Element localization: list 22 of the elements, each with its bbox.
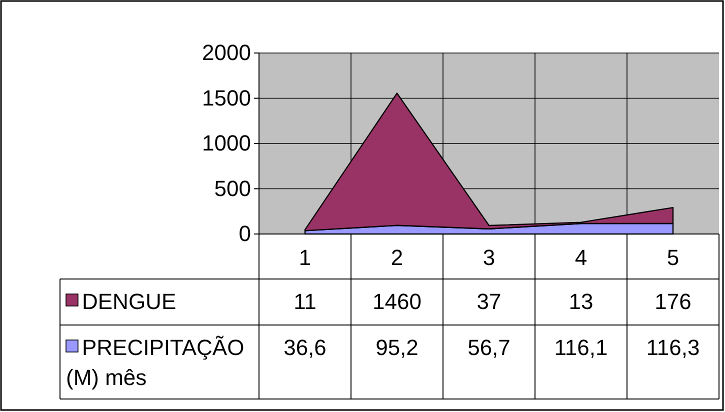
data-label: 1460 bbox=[372, 289, 422, 314]
y-tick-label: 1000 bbox=[202, 130, 251, 156]
data-label: 11 bbox=[294, 289, 316, 314]
data-label: 116,3 bbox=[646, 335, 700, 360]
y-tick-label: 1500 bbox=[202, 85, 251, 110]
data-label: 37 bbox=[476, 289, 502, 314]
y-tick-label: 0 bbox=[238, 221, 251, 246]
data-label: 13 bbox=[568, 289, 594, 314]
y-tick-label: 500 bbox=[214, 176, 251, 201]
legend-label: PRECIPITAÇÃO (M) mês bbox=[66, 335, 244, 390]
legend-label: DENGUE bbox=[82, 289, 176, 314]
x-tick-label: 2 bbox=[390, 245, 404, 270]
data-label: 95,2 bbox=[376, 335, 418, 360]
data-label: 56,7 bbox=[468, 335, 510, 360]
data-label: 36,6 bbox=[284, 335, 326, 360]
x-tick-label: 1 bbox=[298, 245, 312, 270]
y-tick-label: 2000 bbox=[202, 40, 251, 66]
x-tick-label: 4 bbox=[574, 245, 588, 270]
data-label: 116,1 bbox=[554, 335, 608, 360]
x-tick-label: 3 bbox=[482, 245, 496, 270]
data-label: 176 bbox=[654, 289, 692, 314]
x-tick-label: 5 bbox=[666, 245, 680, 270]
